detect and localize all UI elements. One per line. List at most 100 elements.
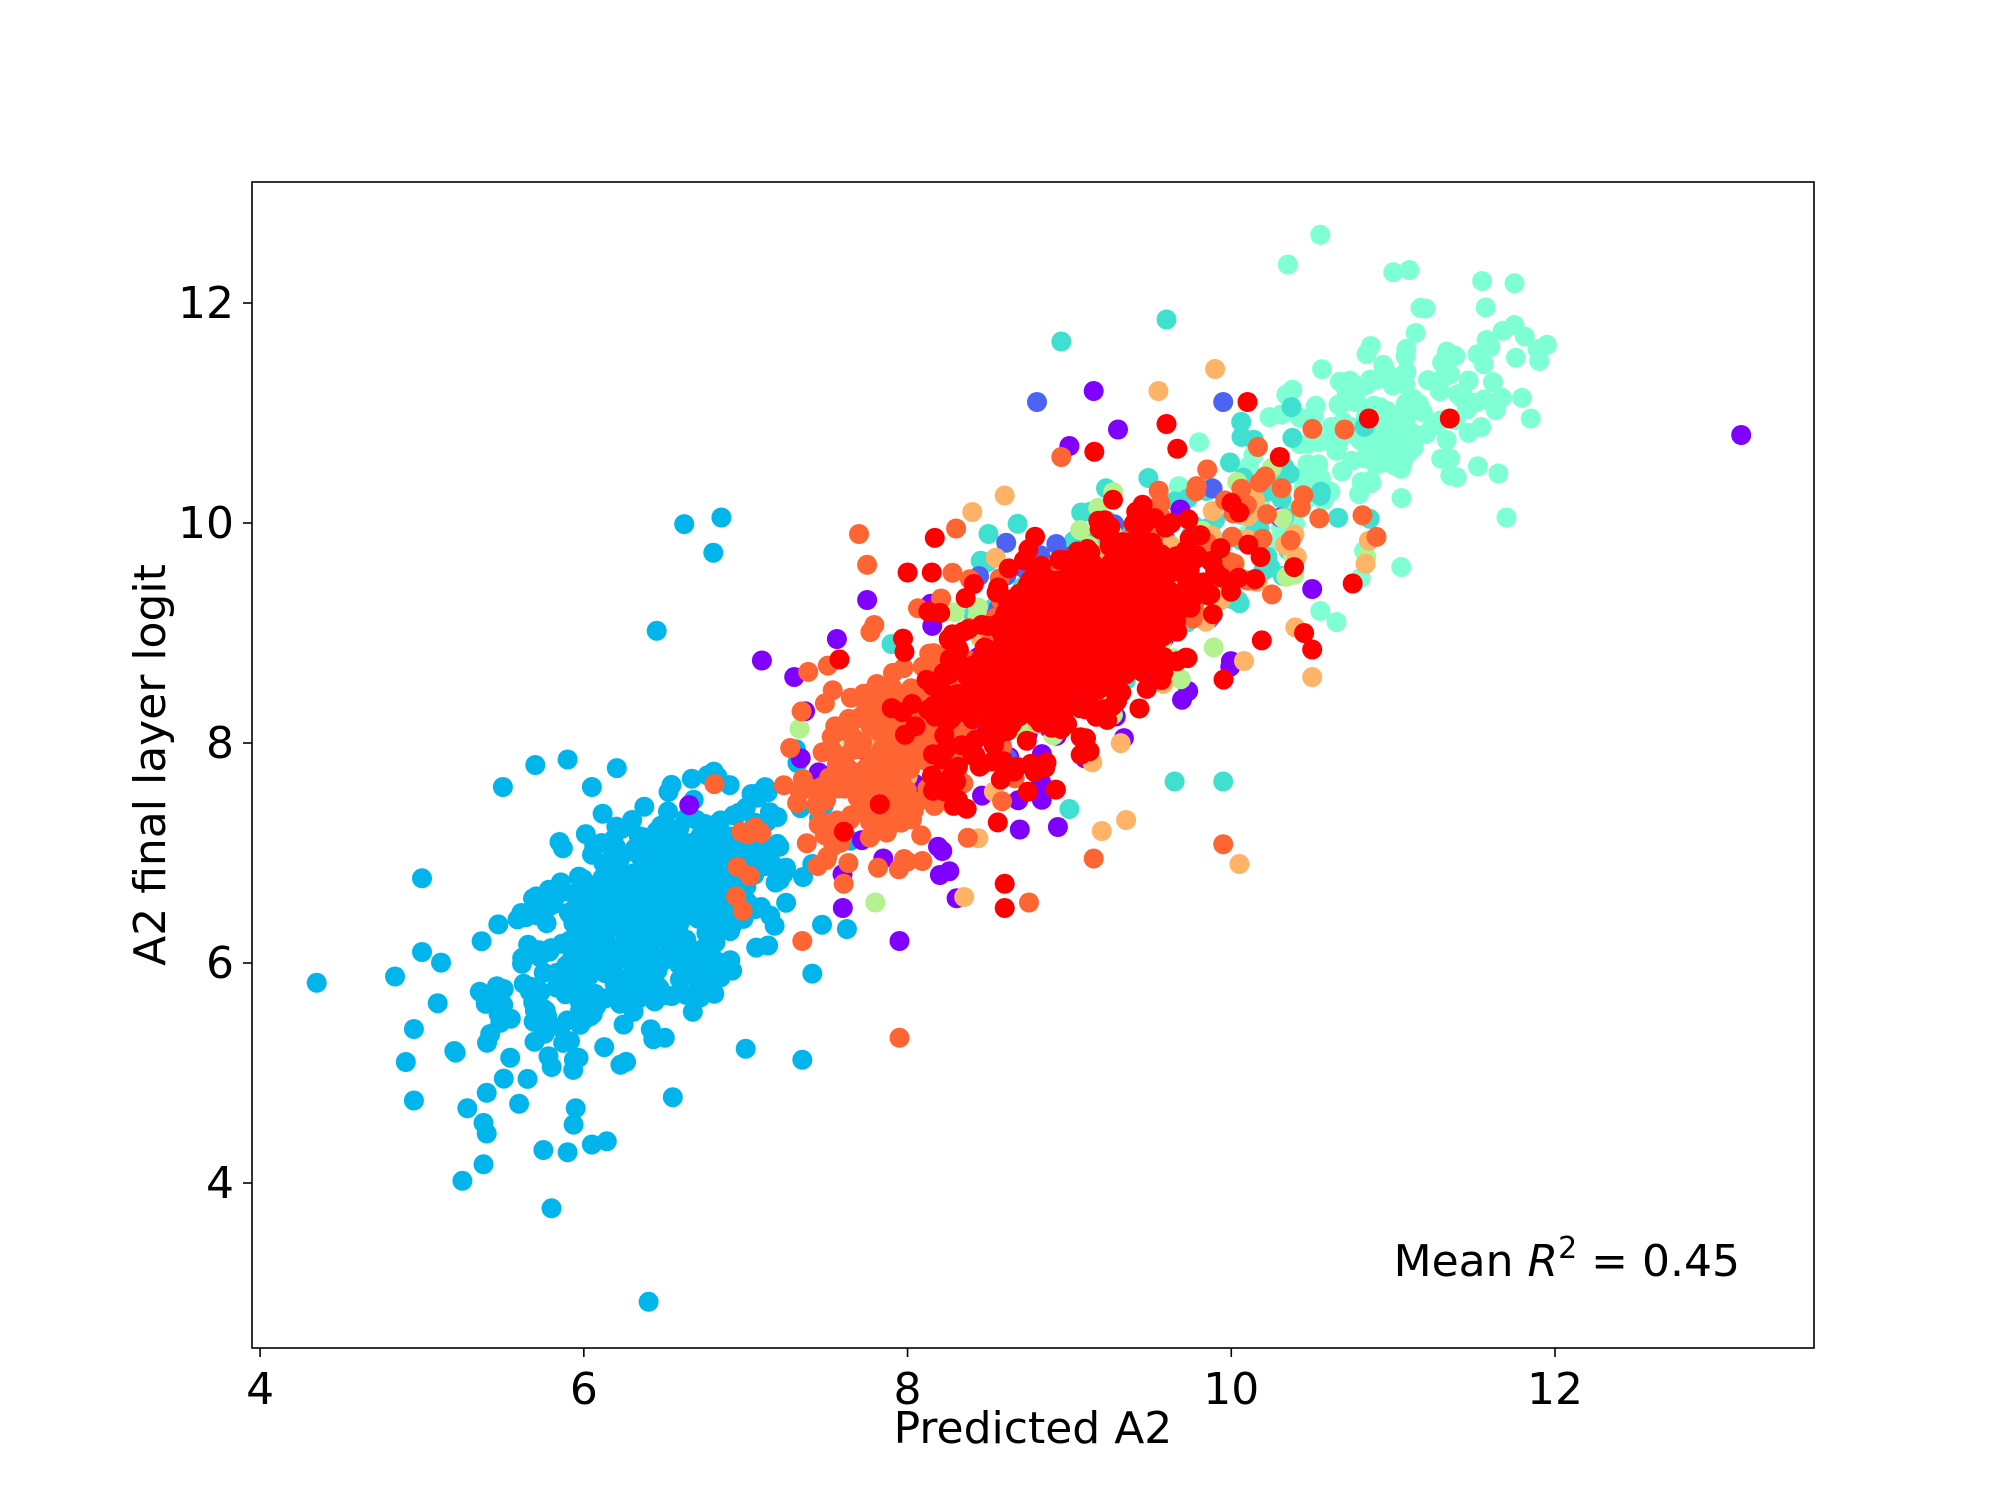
data-point <box>1358 408 1379 429</box>
y-axis-label: A2 final layer logit <box>125 564 176 966</box>
data-point <box>1277 254 1298 275</box>
data-point <box>897 562 918 583</box>
data-point <box>549 832 570 852</box>
data-point <box>1520 408 1541 429</box>
data-point <box>1080 572 1101 592</box>
data-point <box>614 922 635 943</box>
data-point <box>1220 452 1240 473</box>
data-point <box>1047 817 1068 837</box>
data-point <box>1021 616 1042 637</box>
data-point <box>600 858 621 879</box>
data-point <box>1071 629 1092 650</box>
data-point <box>1010 661 1031 682</box>
data-point <box>610 1054 631 1075</box>
data-point <box>1016 730 1037 751</box>
data-point <box>853 683 874 704</box>
data-point <box>1046 534 1067 554</box>
data-point <box>541 1057 562 1077</box>
data-point <box>1310 224 1331 245</box>
data-point <box>1072 552 1093 573</box>
data-point <box>1229 854 1250 874</box>
data-point <box>1148 480 1169 501</box>
data-point <box>1083 848 1104 869</box>
data-point <box>676 929 697 950</box>
data-point <box>798 661 819 682</box>
data-point <box>1234 651 1254 671</box>
y-tick-label: 8 <box>206 718 234 769</box>
data-point <box>444 1041 465 1061</box>
data-point <box>955 588 976 608</box>
data-point <box>1097 709 1118 730</box>
data-point <box>965 745 986 766</box>
data-point <box>792 931 813 951</box>
annotation-prefix: Mean <box>1394 1236 1528 1287</box>
data-point <box>1004 646 1025 666</box>
data-point <box>912 851 933 871</box>
data-point <box>500 1047 521 1068</box>
data-point <box>923 643 944 664</box>
data-point <box>659 928 680 949</box>
data-point <box>1148 381 1169 401</box>
data-point <box>629 885 650 905</box>
data-point <box>1472 271 1493 291</box>
data-point <box>581 1134 602 1155</box>
data-point <box>868 857 888 878</box>
data-point <box>745 847 765 868</box>
data-point <box>493 1068 514 1089</box>
data-point <box>476 1123 497 1144</box>
data-point <box>838 708 859 729</box>
data-point <box>565 1098 586 1119</box>
data-point <box>865 892 886 913</box>
data-point <box>534 1023 555 1044</box>
data-point <box>541 938 562 959</box>
data-point <box>812 742 833 763</box>
series-0 <box>306 507 889 1312</box>
data-point <box>970 695 991 716</box>
data-point <box>1436 429 1457 450</box>
data-point <box>558 967 579 988</box>
data-point <box>1281 397 1302 418</box>
data-point <box>921 562 942 583</box>
data-point <box>1081 682 1101 703</box>
data-point <box>486 976 507 997</box>
data-point <box>1405 323 1426 343</box>
data-point <box>941 708 962 729</box>
data-point <box>929 865 950 885</box>
data-point <box>1334 419 1355 440</box>
data-point <box>857 554 878 575</box>
data-point <box>1178 579 1199 600</box>
data-point <box>656 890 677 911</box>
data-point <box>978 524 999 544</box>
data-point <box>1103 489 1123 510</box>
data-point <box>1231 411 1252 432</box>
data-point <box>911 825 932 846</box>
data-point <box>1505 347 1526 368</box>
data-point <box>1415 298 1436 319</box>
data-point <box>994 873 1015 894</box>
data-point <box>1194 573 1215 594</box>
data-point <box>1440 364 1461 385</box>
data-point <box>403 1019 424 1039</box>
data-point <box>1070 727 1091 748</box>
data-point <box>1170 669 1191 690</box>
data-point <box>1200 551 1221 572</box>
data-point <box>1037 641 1058 662</box>
x-tick-label: 6 <box>570 1364 598 1415</box>
data-point <box>1049 549 1070 570</box>
data-point <box>996 532 1017 553</box>
data-point <box>1141 532 1162 553</box>
x-tick-label: 8 <box>894 1364 922 1415</box>
data-point <box>1202 604 1223 625</box>
data-point <box>789 718 810 739</box>
data-point <box>1302 579 1323 599</box>
data-point <box>640 857 661 878</box>
data-point <box>965 729 986 750</box>
data-point <box>1282 427 1303 448</box>
ticks-layer: 4 6 8 10 12 4 6 8 10 12 <box>178 278 1583 1415</box>
data-point <box>1485 400 1506 421</box>
data-point <box>1197 459 1218 480</box>
data-point <box>802 963 823 984</box>
data-point <box>1394 400 1415 421</box>
data-point <box>509 1093 530 1114</box>
